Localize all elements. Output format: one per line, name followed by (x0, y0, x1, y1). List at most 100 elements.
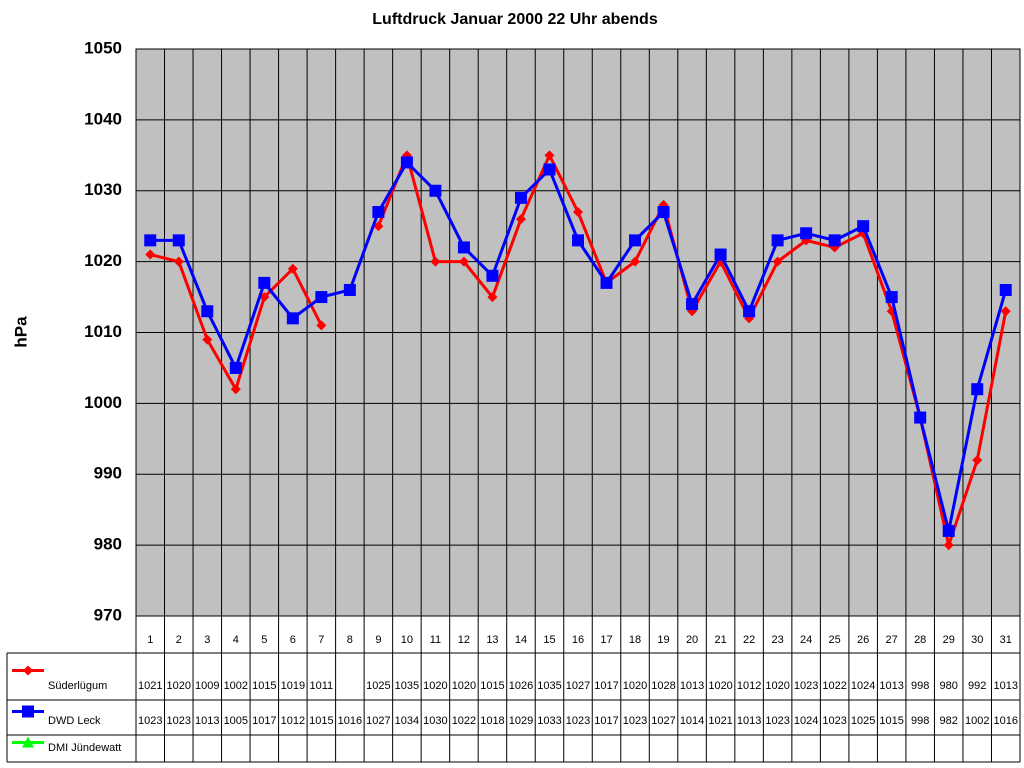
table-value: 1020 (765, 680, 789, 692)
data-point (630, 256, 641, 267)
data-point (457, 241, 470, 254)
data-point (316, 320, 327, 331)
data-point (885, 291, 898, 304)
table-value: 1020 (452, 680, 476, 692)
data-point (430, 256, 441, 267)
data-point (287, 263, 298, 274)
data-point (487, 292, 498, 303)
data-point (258, 276, 271, 289)
data-point (942, 524, 955, 537)
legend-key-marker (23, 665, 33, 676)
chart-title: Luftdruck Januar 2000 22 Uhr abends (372, 11, 658, 28)
data-point (172, 234, 185, 247)
legend-key-marker (22, 705, 34, 718)
table-value: 1017 (594, 680, 618, 692)
table-value: 1023 (765, 715, 789, 727)
table-value: 1011 (310, 680, 334, 692)
table-value: 1023 (794, 680, 818, 692)
data-point (999, 283, 1012, 296)
table-value: 1025 (851, 715, 875, 727)
table-value: 1033 (537, 715, 561, 727)
data-point (543, 163, 556, 176)
table-value: 1019 (281, 680, 305, 692)
x-tick-label: 9 (375, 634, 381, 646)
data-point (486, 269, 499, 282)
y-tick-label: 1040 (84, 109, 122, 128)
data-point (600, 276, 613, 289)
table-value: 1028 (651, 680, 675, 692)
table-value: 1013 (993, 680, 1017, 692)
data-point (971, 383, 984, 396)
table-value: 1027 (566, 680, 590, 692)
y-tick-label: 970 (94, 605, 122, 624)
data-point (772, 256, 783, 267)
x-tick-label: 14 (515, 634, 527, 646)
data-point (202, 334, 213, 345)
x-tick-label: 24 (800, 634, 812, 646)
x-tick-label: 12 (458, 634, 470, 646)
data-point (1000, 306, 1011, 317)
data-point (800, 227, 813, 240)
table-value: 1029 (509, 715, 533, 727)
x-tick-label: 20 (686, 634, 698, 646)
x-tick-label: 4 (233, 634, 239, 646)
data-point (771, 234, 784, 247)
data-point (458, 256, 469, 267)
table-value: 1013 (680, 680, 704, 692)
legend-label: DWD Leck (48, 715, 101, 727)
table-value: 1015 (252, 680, 276, 692)
data-point (943, 540, 954, 551)
y-tick-label: 1030 (84, 180, 122, 199)
x-tick-label: 28 (914, 634, 926, 646)
data-point (743, 305, 756, 318)
table-value: 1020 (623, 680, 647, 692)
table-value: 1027 (651, 715, 675, 727)
table-value: 1013 (195, 715, 219, 727)
x-tick-label: 19 (657, 634, 669, 646)
data-point (315, 291, 328, 304)
table-value: 1009 (195, 680, 219, 692)
table-value: 1021 (708, 715, 732, 727)
data-point (515, 214, 526, 225)
table-value: 1012 (281, 715, 305, 727)
table-value: 998 (911, 715, 929, 727)
data-point (230, 384, 241, 395)
x-tick-label: 6 (290, 634, 296, 646)
table-value: 1023 (138, 715, 162, 727)
table-value: 1017 (252, 715, 276, 727)
x-tick-label: 29 (943, 634, 955, 646)
x-tick-label: 5 (261, 634, 267, 646)
y-tick-label: 990 (94, 464, 122, 483)
x-tick-label: 3 (204, 634, 210, 646)
data-point (573, 207, 583, 218)
data-point (914, 411, 927, 424)
data-point (714, 248, 727, 261)
table-value: 1005 (224, 715, 248, 727)
y-tick-label: 1050 (84, 38, 122, 57)
x-tick-label: 22 (743, 634, 755, 646)
table-value: 1022 (452, 715, 476, 727)
x-tick-label: 31 (1000, 634, 1012, 646)
x-tick-label: 17 (600, 634, 612, 646)
y-tick-label: 980 (94, 535, 122, 554)
data-point (657, 206, 670, 219)
table-value: 998 (911, 680, 929, 692)
data-point (229, 361, 242, 374)
x-tick-label: 23 (771, 634, 783, 646)
x-tick-label: 15 (543, 634, 555, 646)
x-tick-label: 11 (430, 634, 441, 646)
table-value: 1020 (708, 680, 732, 692)
legend-label: Süderlügum (48, 680, 107, 692)
data-point (343, 283, 356, 296)
data-point (201, 305, 214, 318)
x-tick-label: 13 (486, 634, 498, 646)
table-value: 1024 (794, 715, 818, 727)
x-tick-label: 30 (971, 634, 983, 646)
table-value: 982 (940, 715, 958, 727)
x-tick-label: 26 (857, 634, 869, 646)
data-point (145, 249, 156, 260)
table-value: 1035 (395, 680, 419, 692)
table-value: 1025 (366, 680, 390, 692)
data-point (286, 312, 299, 325)
data-point (372, 206, 385, 219)
